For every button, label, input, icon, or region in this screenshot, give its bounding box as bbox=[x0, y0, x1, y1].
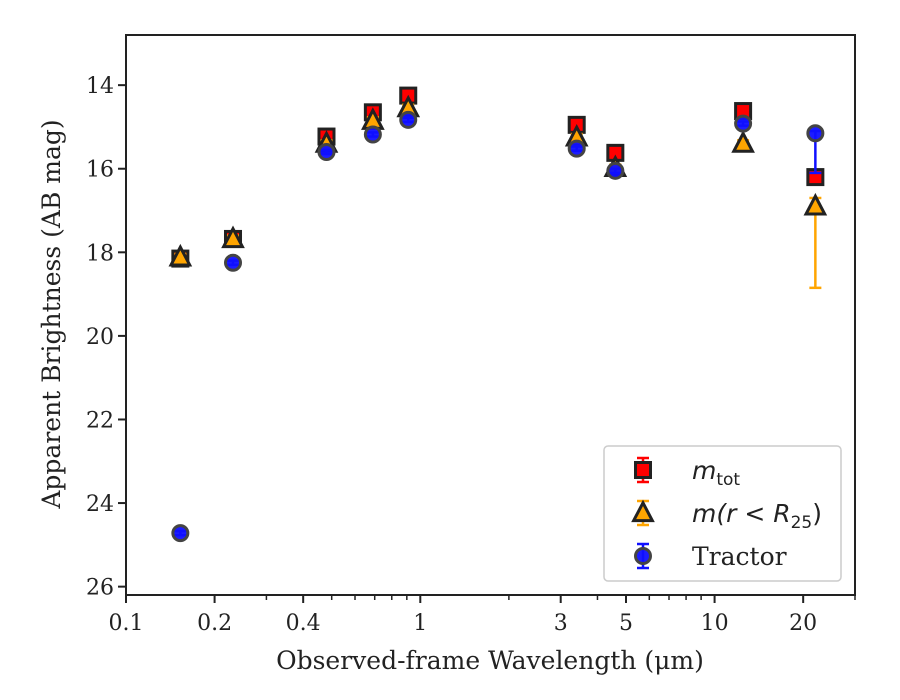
legend-label: Tractor bbox=[692, 542, 787, 571]
data-point bbox=[803, 192, 828, 216]
axes-frame bbox=[125, 34, 856, 596]
legend: mtot m(r < R25) Tractor bbox=[603, 445, 842, 582]
data-point bbox=[731, 130, 755, 153]
data-point bbox=[221, 225, 245, 249]
legend-label: m(r < R25) bbox=[692, 499, 822, 533]
legend-marker bbox=[634, 461, 652, 479]
y-axis-title: Apparent Brightness (AB mag) bbox=[37, 119, 66, 509]
data-point bbox=[399, 110, 418, 129]
x-tick-label: 0.1 bbox=[109, 611, 144, 636]
x-tick-label: 3 bbox=[554, 611, 568, 636]
y-tick-label: 16 bbox=[86, 158, 114, 183]
data-point bbox=[806, 124, 825, 143]
data-point bbox=[224, 253, 243, 272]
legend-box bbox=[603, 445, 842, 582]
x-tick-label: 20 bbox=[789, 611, 817, 636]
legend-label: mtot bbox=[692, 456, 740, 490]
data-point bbox=[734, 114, 753, 133]
series-2 bbox=[171, 110, 825, 543]
legend-marker bbox=[631, 499, 655, 523]
y-tick-label: 18 bbox=[86, 241, 114, 266]
x-tick-label: 1 bbox=[413, 611, 427, 636]
data-point bbox=[317, 143, 336, 162]
x-tick-label: 10 bbox=[701, 611, 729, 636]
data-point bbox=[168, 243, 193, 267]
x-tick-label: 5 bbox=[619, 611, 633, 636]
x-axis-title: Observed-frame Wavelength (μm) bbox=[276, 646, 704, 675]
x-tick-label: 0.2 bbox=[197, 611, 232, 636]
series-1 bbox=[168, 94, 828, 290]
data-point bbox=[606, 161, 625, 180]
legend-marker bbox=[634, 547, 652, 565]
data-point bbox=[363, 125, 382, 144]
y-tick-label: 22 bbox=[86, 408, 114, 433]
y-tick-label: 26 bbox=[86, 576, 114, 601]
series-0 bbox=[171, 86, 825, 268]
plot-area bbox=[125, 34, 856, 596]
y-tick-label: 14 bbox=[86, 74, 114, 99]
data-point bbox=[567, 139, 586, 158]
y-tick-label: 24 bbox=[86, 492, 114, 517]
x-tick-label: 0.4 bbox=[286, 611, 321, 636]
y-tick-label: 20 bbox=[86, 325, 114, 350]
data-point bbox=[171, 524, 190, 543]
axis-ticks: 0.1 0.2 0.4 1 3 5 10 20 14 16 18 20 22 24 26 bbox=[86, 74, 856, 636]
